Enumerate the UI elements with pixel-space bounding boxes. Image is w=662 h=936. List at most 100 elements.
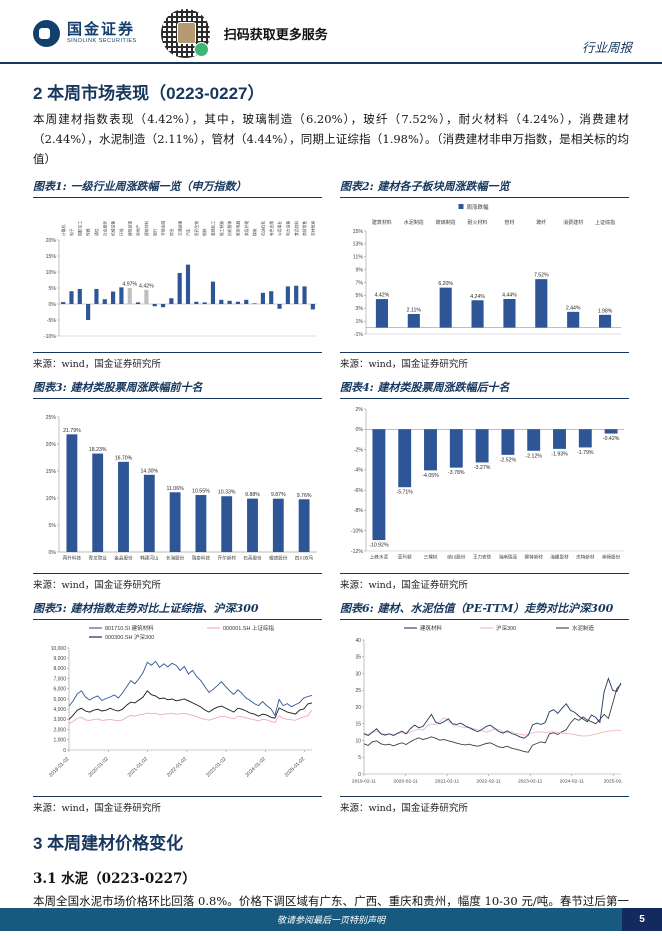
svg-text:周涨跌幅: 周涨跌幅 — [467, 203, 490, 211]
figure-3-source: 来源：wind，国金证券研究所 — [33, 573, 322, 591]
svg-text:9.76%: 9.76% — [297, 493, 312, 499]
section3-subtitle: 3.1 水泥（0223-0227） — [33, 871, 196, 888]
svg-text:000001.SH 上证综指: 000001.SH 上证综指 — [223, 624, 275, 632]
svg-text:海螺型材: 海螺型材 — [550, 554, 569, 561]
svg-text:2020-02-11: 2020-02-11 — [393, 779, 418, 785]
svg-text:4.97%: 4.97% — [122, 282, 137, 288]
figure-5-source: 来源：wind，国金证券研究所 — [33, 796, 322, 814]
svg-text:2021-02-11: 2021-02-11 — [435, 779, 460, 785]
svg-text:2.44%: 2.44% — [566, 306, 581, 312]
svg-text:2019-02-11: 2019-02-11 — [352, 779, 377, 785]
svg-text:4,000: 4,000 — [53, 707, 66, 713]
svg-text:-10%: -10% — [44, 334, 56, 340]
svg-text:医药生物: 医药生物 — [194, 221, 199, 236]
svg-text:4.42%: 4.42% — [375, 293, 390, 299]
svg-text:-12%: -12% — [351, 549, 363, 555]
svg-text:35: 35 — [355, 655, 361, 661]
svg-text:2020-01-02: 2020-01-02 — [87, 756, 109, 778]
svg-text:3,000: 3,000 — [53, 718, 66, 724]
svg-text:20%: 20% — [46, 442, 57, 448]
svg-text:1,000: 1,000 — [53, 738, 66, 744]
svg-text:轻工制造: 轻工制造 — [219, 221, 224, 236]
figure-5-chart: 0 1,000 2,000 3,000 4,000 5,000 6,000 7,000 8,00… — [48, 624, 313, 779]
svg-text:25%: 25% — [46, 415, 57, 421]
page-number: 5 — [622, 908, 662, 931]
svg-text:水泥制造: 水泥制造 — [404, 219, 424, 226]
figure-4-chart: -12% -10% -8% -6% -4% -2% 0% 2% -10.92% 上峰水泥 -5.71… — [351, 407, 624, 561]
svg-text:21.79%: 21.79% — [63, 428, 81, 434]
svg-text:1.98%: 1.98% — [598, 309, 613, 315]
svg-text:2024-02-11: 2024-02-11 — [560, 779, 585, 785]
svg-text:2024-01-02: 2024-01-02 — [245, 756, 267, 778]
svg-text:管材: 管材 — [504, 219, 514, 226]
svg-text:电力设备: 电力设备 — [285, 221, 290, 236]
figure-6-chart: 0 5 10 15 20 25 30 35 40 2019-02-11 2020-02-11 2021… — [352, 624, 623, 785]
figure-4-title: 图表4: 建材类股票周涨跌幅后十名 — [340, 379, 629, 400]
figure-2-title: 图表2: 建材各子板块周涨跌幅一览 — [340, 178, 629, 199]
svg-text:9.87%: 9.87% — [271, 493, 286, 499]
qr-code — [160, 8, 210, 58]
svg-text:0%: 0% — [49, 302, 57, 308]
svg-text:-3.78%: -3.78% — [448, 471, 465, 477]
figure-3-title: 图表3: 建材类股票周涨跌幅前十名 — [33, 379, 322, 400]
svg-text:15%: 15% — [353, 229, 364, 235]
figure-3: 图表3: 建材类股票周涨跌幅前十名 0% 5% 10% 15% 20% 25% 21.79%… — [33, 379, 322, 591]
qr-caption: 扫码获取更多服务 — [223, 26, 328, 42]
page-header: 国金证券 SINOLINK SECURITIES 扫码获取更多服务 行业周报 — [0, 0, 662, 64]
svg-text:-1%: -1% — [354, 332, 364, 338]
svg-text:环保: 环保 — [119, 229, 124, 237]
svg-text:国防军工: 国防军工 — [77, 221, 82, 236]
svg-text:亚玛顿: 亚玛顿 — [398, 554, 412, 561]
svg-text:石英股份: 石英股份 — [243, 555, 262, 562]
svg-text:开尔新材: 开尔新材 — [218, 555, 237, 562]
svg-text:801710.SI 建筑材料: 801710.SI 建筑材料 — [105, 624, 154, 632]
svg-text:9.88%: 9.88% — [245, 493, 260, 499]
svg-text:25: 25 — [355, 688, 361, 694]
svg-text:公用事业: 公用事业 — [277, 221, 282, 236]
svg-text:20: 20 — [355, 705, 361, 711]
section3-title: 3 本周建材价格变化 — [33, 834, 184, 854]
svg-text:7.52%: 7.52% — [534, 273, 549, 279]
svg-text:-4%: -4% — [354, 468, 364, 474]
svg-text:14.30%: 14.30% — [140, 469, 158, 475]
svg-text:沪深300: 沪深300 — [496, 624, 516, 632]
svg-text:7%: 7% — [356, 281, 364, 287]
svg-text:2,000: 2,000 — [53, 728, 66, 734]
svg-text:建筑材料: 建筑材料 — [144, 221, 149, 236]
footer-disclaimer: 敬请参阅最后一页特别声明 — [276, 916, 385, 926]
svg-text:石油石化: 石油石化 — [261, 221, 266, 236]
svg-text:-8%: -8% — [354, 509, 364, 515]
svg-text:10%: 10% — [46, 496, 57, 502]
svg-text:6,000: 6,000 — [53, 687, 66, 693]
svg-text:0: 0 — [63, 748, 66, 754]
svg-text:2021-01-02: 2021-01-02 — [127, 756, 149, 778]
svg-text:赛特新材: 赛特新材 — [525, 554, 544, 561]
figure-1: 图表1: 一级行业周涨跌幅一览（申万指数） -10% -5% 0% 5% 10% 15% 2… — [33, 178, 322, 370]
figure-1-source: 来源：wind，国金证券研究所 — [33, 352, 322, 370]
svg-text:-2.12%: -2.12% — [525, 454, 542, 460]
svg-text:18.23%: 18.23% — [89, 447, 107, 453]
svg-text:1%: 1% — [356, 319, 364, 325]
svg-text:5%: 5% — [49, 286, 57, 292]
svg-text:建筑装饰: 建筑装饰 — [127, 221, 132, 236]
figure-5-title: 图表5: 建材指数走势对比上证综指、沪深300 — [33, 600, 322, 621]
svg-text:纳川股份: 纳川股份 — [447, 554, 466, 561]
svg-text:40: 40 — [355, 638, 361, 644]
svg-text:15: 15 — [355, 722, 361, 728]
svg-text:再升科技: 再升科技 — [63, 555, 82, 562]
svg-text:5%: 5% — [49, 523, 57, 529]
brand-name-cn: 国金证券 — [67, 20, 136, 38]
svg-text:房地产: 房地产 — [136, 225, 141, 237]
svg-text:5: 5 — [358, 755, 361, 761]
svg-text:四川双马: 四川双马 — [295, 555, 314, 562]
svg-text:-0.42%: -0.42% — [603, 436, 620, 442]
svg-text:13%: 13% — [353, 242, 364, 248]
figure-4: 图表4: 建材类股票周涨跌幅后十名 -12% -10% -8% -6% -4% -2% 0%… — [340, 379, 629, 591]
figure-2: 图表2: 建材各子板块周涨跌幅一览 -1% 1% 3% 5% 7% 9% 11% 13% 15%… — [340, 178, 629, 370]
svg-text:青龙管业: 青龙管业 — [89, 555, 108, 562]
svg-text:基础化工: 基础化工 — [211, 221, 216, 236]
svg-text:7,000: 7,000 — [53, 677, 66, 683]
svg-text:上证综指: 上证综指 — [595, 219, 615, 226]
svg-text:000300.SH 沪深300: 000300.SH 沪深300 — [105, 633, 154, 641]
